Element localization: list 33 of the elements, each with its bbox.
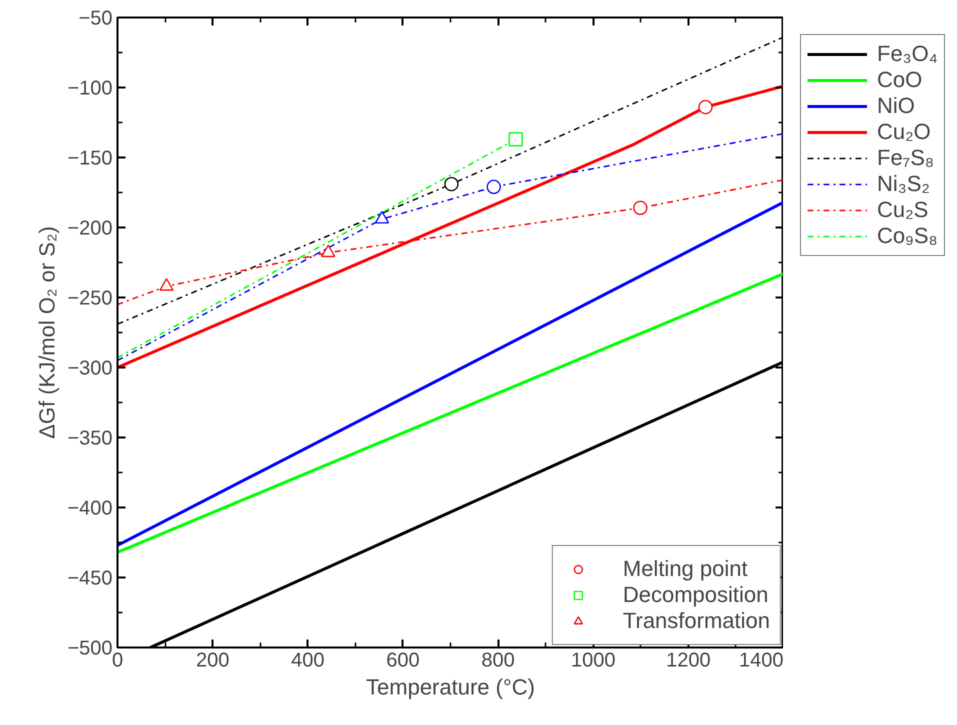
y-tick-label: −50 xyxy=(78,8,113,30)
legend-label: NiO xyxy=(877,93,915,119)
y-tick-label: −100 xyxy=(67,78,113,100)
y-tick-label: −500 xyxy=(67,638,113,660)
y-tick-label: −400 xyxy=(67,498,113,520)
y-tick-label: −150 xyxy=(67,148,113,170)
legend-label: Cu₂S xyxy=(877,197,928,223)
legend-label: Cu₂O xyxy=(877,119,931,145)
legend-label: CoO xyxy=(877,67,922,93)
y-tick-label: −200 xyxy=(67,218,113,240)
y-tick-label: −450 xyxy=(67,568,113,590)
legend-label: Fe₃O₄ xyxy=(877,41,938,67)
x-tick-label: 200 xyxy=(196,650,230,672)
legend-label: Co₉S₈ xyxy=(877,223,938,249)
legend-label: Transformation xyxy=(622,608,770,634)
legend-label: Decomposition xyxy=(622,582,768,608)
x-tick-label: 600 xyxy=(386,650,420,672)
line-series xyxy=(118,84,783,369)
x-axis-title: Temperature (°C) xyxy=(366,674,535,700)
y-axis-title: ΔGf (KJ/mol O₂ or S₂) xyxy=(34,226,60,439)
legend-label: Ni₃S₂ xyxy=(877,171,930,197)
x-tick-label: 1200 xyxy=(666,650,711,672)
legend-label: Melting point xyxy=(622,556,748,582)
legend-label: Fe₇S₈ xyxy=(877,145,934,171)
line-series xyxy=(118,132,783,362)
x-tick-label: 1400 xyxy=(739,650,784,672)
y-tick-label: −350 xyxy=(67,428,113,450)
x-tick-label: 1000 xyxy=(570,650,616,672)
x-tick-label: 0 xyxy=(112,650,124,672)
y-tick-label: −300 xyxy=(67,358,113,380)
x-tick-label: 800 xyxy=(481,650,515,672)
x-tick-label: 400 xyxy=(291,650,324,672)
y-tick-label: −250 xyxy=(67,288,113,310)
